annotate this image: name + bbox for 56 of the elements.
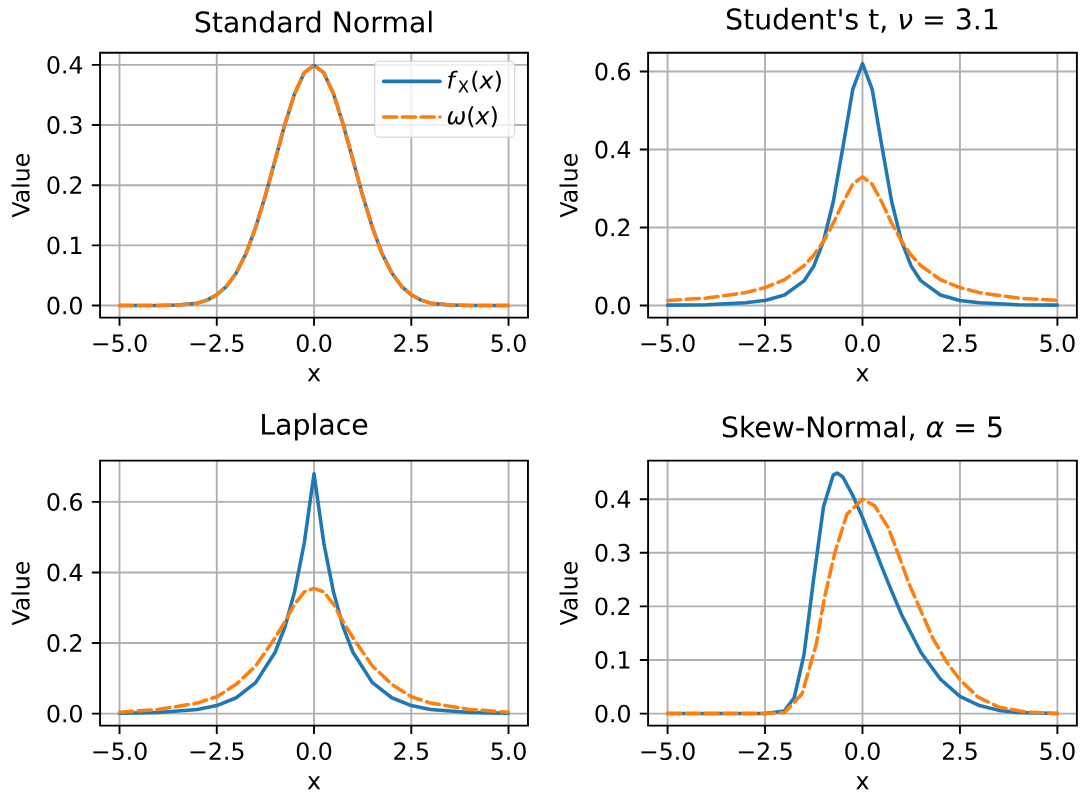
y-tick-label: 0.6 [47,493,82,511]
x-tick-label: 5.0 [491,742,526,761]
x-axis-title: x [307,368,321,382]
chart-title: Standard Normal [195,10,432,33]
y-tick-label: 0.4 [595,140,631,159]
chart-title: Skew-Normal, α = 5 [722,415,1002,441]
y-tick-label: 0.4 [47,563,83,582]
x-tick-label: 5.0 [1040,742,1075,761]
x-tick-label: −2.5 [190,334,244,353]
y-axis-title: Value [559,562,578,626]
y-axis-title: Value [11,562,30,626]
y-tick-label: 0.2 [47,176,82,195]
y-tick-label: 0.2 [47,634,82,653]
line-series [665,175,1060,303]
y-tick-label: 0.3 [595,543,630,562]
legend-label: f$_{X}$(x) [448,70,501,93]
y-tick-label: 0.6 [595,62,631,81]
x-tick-label: 2.5 [942,742,977,761]
y-axis-title: Value [559,154,578,218]
y-tick-label: 0.1 [595,651,630,670]
x-tick-label: −5.0 [93,334,147,353]
line-series [117,586,511,715]
y-tick-label: 0.0 [595,296,630,315]
y-tick-label: 0.0 [47,704,82,723]
y-tick-label: 0.4 [595,490,631,509]
y-tick-label: 0.1 [47,236,82,255]
chart-title: Laplace [262,413,368,441]
y-tick-label: 0.0 [595,704,630,723]
x-axis-title: x [856,776,869,790]
x-tick-label: −5.0 [641,334,695,353]
x-tick-label: −2.5 [738,742,792,761]
x-tick-label: 0.0 [845,334,880,353]
x-tick-label: −5.0 [641,742,695,761]
x-tick-label: 5.0 [491,334,526,353]
line-series [665,62,1060,307]
x-tick-label: 0.0 [296,334,332,353]
x-tick-label: 2.5 [942,334,977,353]
x-tick-label: 0.0 [845,742,880,761]
x-tick-label: −2.5 [190,742,244,761]
y-tick-label: 0.4 [47,55,83,74]
x-tick-label: 2.5 [394,742,428,761]
chart-title: Student's t, ν = 3.1 [726,7,998,33]
x-tick-label: −2.5 [738,334,792,353]
y-tick-label: 0.0 [47,296,82,315]
y-tick-label: 0.3 [47,116,82,135]
x-tick-label: 0.0 [296,742,332,761]
x-axis-title: x [307,776,321,790]
x-axis-title: x [856,368,869,382]
x-tick-label: 2.5 [394,334,428,353]
x-tick-label: 5.0 [1040,334,1075,353]
y-tick-label: 0.2 [595,218,630,237]
legend-label: ω(x) [447,106,497,128]
x-tick-label: −5.0 [93,742,147,761]
y-tick-label: 0.2 [595,597,630,616]
line-series [117,472,511,716]
y-axis-title: Value [11,154,30,218]
